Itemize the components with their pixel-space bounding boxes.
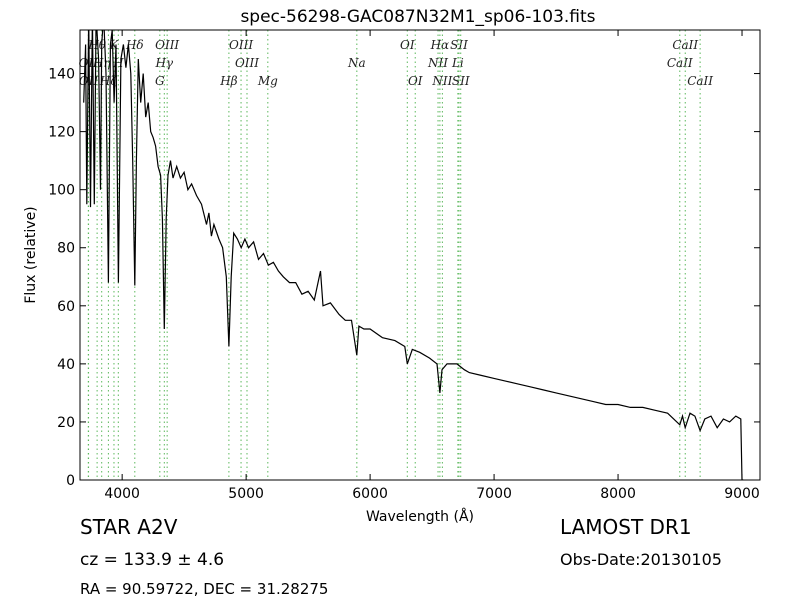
y-tick-label: 100 — [48, 183, 75, 199]
cz-label: cz = 133.9 ± 4.6 — [80, 550, 224, 570]
spectral-line-label: Mg — [257, 74, 278, 88]
spectral-line-label: SII — [452, 74, 470, 88]
y-tick-label: 60 — [57, 299, 75, 315]
spectral-line-label: Hγ — [154, 56, 173, 70]
spectral-line-label: SII — [450, 38, 468, 52]
spectral-line-label: CaII — [672, 38, 698, 52]
spectral-line-label: Hα — [430, 38, 450, 52]
plot-frame — [79, 29, 761, 481]
spectral-line-label: OIII — [229, 38, 253, 52]
x-tick-label: 7000 — [476, 486, 512, 502]
x-tick-label: 9000 — [724, 486, 760, 502]
spectral-line-label: OI — [408, 74, 423, 88]
obs-date-label: Obs-Date:20130105 — [560, 550, 722, 569]
spectral-line-label: Hβ — [219, 74, 237, 88]
spectral-line-label: CaII — [667, 56, 693, 70]
spectral-line-label: G — [155, 74, 165, 88]
x-tick-label: 4000 — [104, 486, 140, 502]
spectrum-line — [83, 30, 744, 480]
coords-label: RA = 90.59722, DEC = 31.28275 — [80, 580, 328, 598]
x-tick-label: 5000 — [228, 486, 264, 502]
x-tick-label: 8000 — [600, 486, 636, 502]
y-tick-label: 20 — [57, 415, 75, 431]
y-tick-label: 0 — [66, 473, 75, 489]
x-axis-label: Wavelength (Å) — [366, 508, 474, 525]
spectral-line-label: Li — [451, 56, 464, 70]
class-label: STAR A2V — [80, 515, 178, 539]
spectral-line-label: Na — [347, 56, 366, 70]
spectral-line-label: Hδ — [125, 38, 144, 52]
spectral-line-label: K — [108, 38, 119, 52]
spectral-line-label: H — [112, 56, 124, 70]
spectral-line-label: CaII — [687, 74, 713, 88]
spectral-line-label: OIII — [235, 56, 259, 70]
y-tick-label: 80 — [57, 241, 75, 257]
chart-title: spec-56298-GAC087N32M1_sp06-103.fits — [240, 7, 595, 27]
spectral-line-label: OIII — [155, 38, 179, 52]
spectral-line-label: OI — [400, 38, 415, 52]
y-tick-label: 40 — [57, 357, 75, 373]
survey-label: LAMOST DR1 — [560, 515, 692, 539]
x-tick-label: 6000 — [352, 486, 388, 502]
spectral-line-label: NII — [427, 56, 448, 70]
y-tick-label: 120 — [48, 125, 75, 141]
y-tick-label: 140 — [48, 67, 75, 83]
y-axis-label: Flux (relative) — [23, 206, 39, 303]
spectral-line-label: NII — [431, 74, 452, 88]
